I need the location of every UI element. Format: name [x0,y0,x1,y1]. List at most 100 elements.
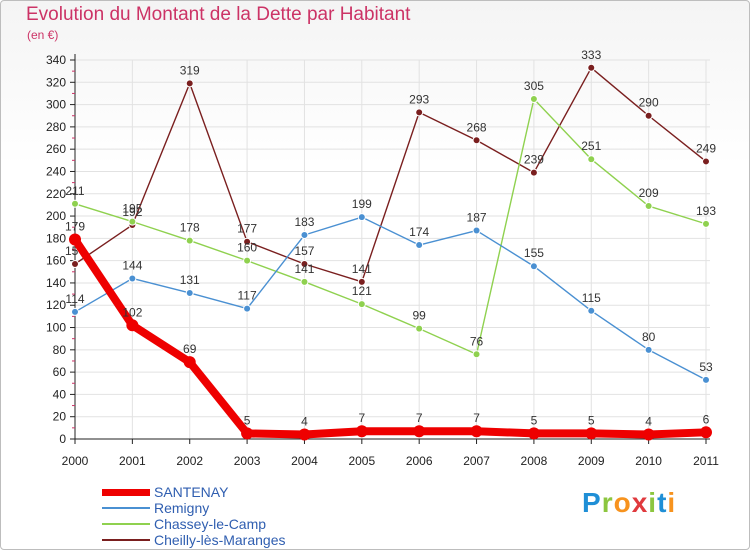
data-label: 53 [699,360,713,374]
data-point [529,95,538,104]
x-tick-label: 2011 [693,454,719,468]
data-label: 333 [581,48,601,62]
data-label: 4 [301,415,308,429]
series-remigny: 114 144 131 117 183 199 174 187 155 115 80 53 [65,197,713,384]
x-tick-label: 2009 [578,454,605,468]
data-point [183,356,196,369]
logo-letter: i [667,487,677,518]
data-label: 268 [467,120,487,134]
y-tick-label: 180 [46,231,66,245]
data-point [71,259,79,268]
x-tick-label: 2008 [521,454,548,468]
legend-swatch [102,488,150,496]
y-tick-label: 40 [53,387,67,401]
data-label: 117 [238,289,257,303]
data-label: 157 [294,244,314,258]
data-point [470,425,483,438]
data-point [702,219,710,228]
data-point [644,111,653,120]
data-point [71,199,79,208]
data-label: 239 [524,153,544,167]
data-point [357,277,366,286]
y-tick-label: 220 [46,187,66,201]
data-point [587,63,596,72]
data-point [71,307,79,316]
data-label: 174 [409,225,429,239]
data-point [357,300,366,309]
data-point [298,428,311,441]
y-tick-label: 340 [46,53,66,67]
data-point [128,274,137,283]
data-point [587,155,596,164]
data-point [642,428,655,441]
data-label: 76 [470,334,484,348]
legend-swatch [102,539,150,541]
legend-label: Cheilly-lès-Maranges [154,532,286,548]
data-label: 131 [180,273,200,287]
data-label: 211 [65,184,84,198]
x-tick-label: 2000 [62,454,89,468]
data-point [415,324,424,333]
data-label: 187 [467,211,487,225]
data-label: 114 [65,292,84,306]
data-label: 249 [696,141,716,155]
legend-swatch [102,523,150,525]
data-label: 115 [582,291,601,305]
data-label: 195 [122,202,142,216]
logo-letter: o [613,487,632,518]
data-point [415,108,424,117]
data-label: 141 [352,262,372,276]
legend-label: SANTENAY [154,484,229,500]
logo-letter: r [601,487,614,518]
data-label: 319 [180,63,200,77]
data-label: 177 [237,222,257,236]
data-label: 155 [524,246,544,260]
legend-swatch [102,507,150,509]
data-label: 192 [122,205,142,219]
data-label: 6 [703,412,710,426]
y-tick-label: 0 [59,432,66,446]
y-tick-label: 100 [46,321,66,335]
data-point [355,425,368,438]
data-point [644,202,653,211]
data-label: 69 [183,342,197,356]
data-point [587,306,596,315]
chart-title: Evolution du Montant de la Dette par Hab… [26,4,411,25]
data-label: 305 [524,79,544,93]
data-label: 199 [352,197,372,211]
y-tick-labels: 0 20 40 60 80 100 120 140 160 180 200 220 240 260 280 3… [46,53,66,446]
data-point [300,277,309,286]
data-label: 293 [409,92,429,106]
data-point [527,427,540,440]
data-point [300,231,309,240]
data-point [126,319,139,332]
data-label: 160 [237,241,257,255]
x-tick-label: 2005 [348,454,375,468]
y-tick-label: 140 [46,276,66,290]
logo-letter: x [631,487,649,518]
y-tick-label: 280 [46,120,66,134]
x-tick-label: 2004 [291,454,318,468]
data-point [185,236,194,245]
x-tick-label: 2007 [463,454,490,468]
data-label: 178 [180,221,200,235]
series-layer: 1571923191771571412932682393332902492111… [65,48,716,441]
data-label: 7 [416,411,423,425]
data-point [243,256,252,265]
series-chassey-le-camp: 211 195 178 160 141 121 99 76 305 251 209 193 [65,79,716,359]
data-label: 251 [581,139,601,153]
data-point [472,226,481,235]
data-label: 141 [294,262,314,276]
data-label: 4 [645,415,652,429]
data-label: 5 [588,413,595,427]
data-point [243,237,252,246]
data-label: 5 [531,413,538,427]
data-label: 7 [473,411,480,425]
logo-letter: P [582,487,602,518]
y-tick-label: 200 [46,209,66,223]
data-point [415,241,424,250]
series-santenay: 179 102 69 5 4 7 7 7 5 5 4 6 [65,219,712,441]
